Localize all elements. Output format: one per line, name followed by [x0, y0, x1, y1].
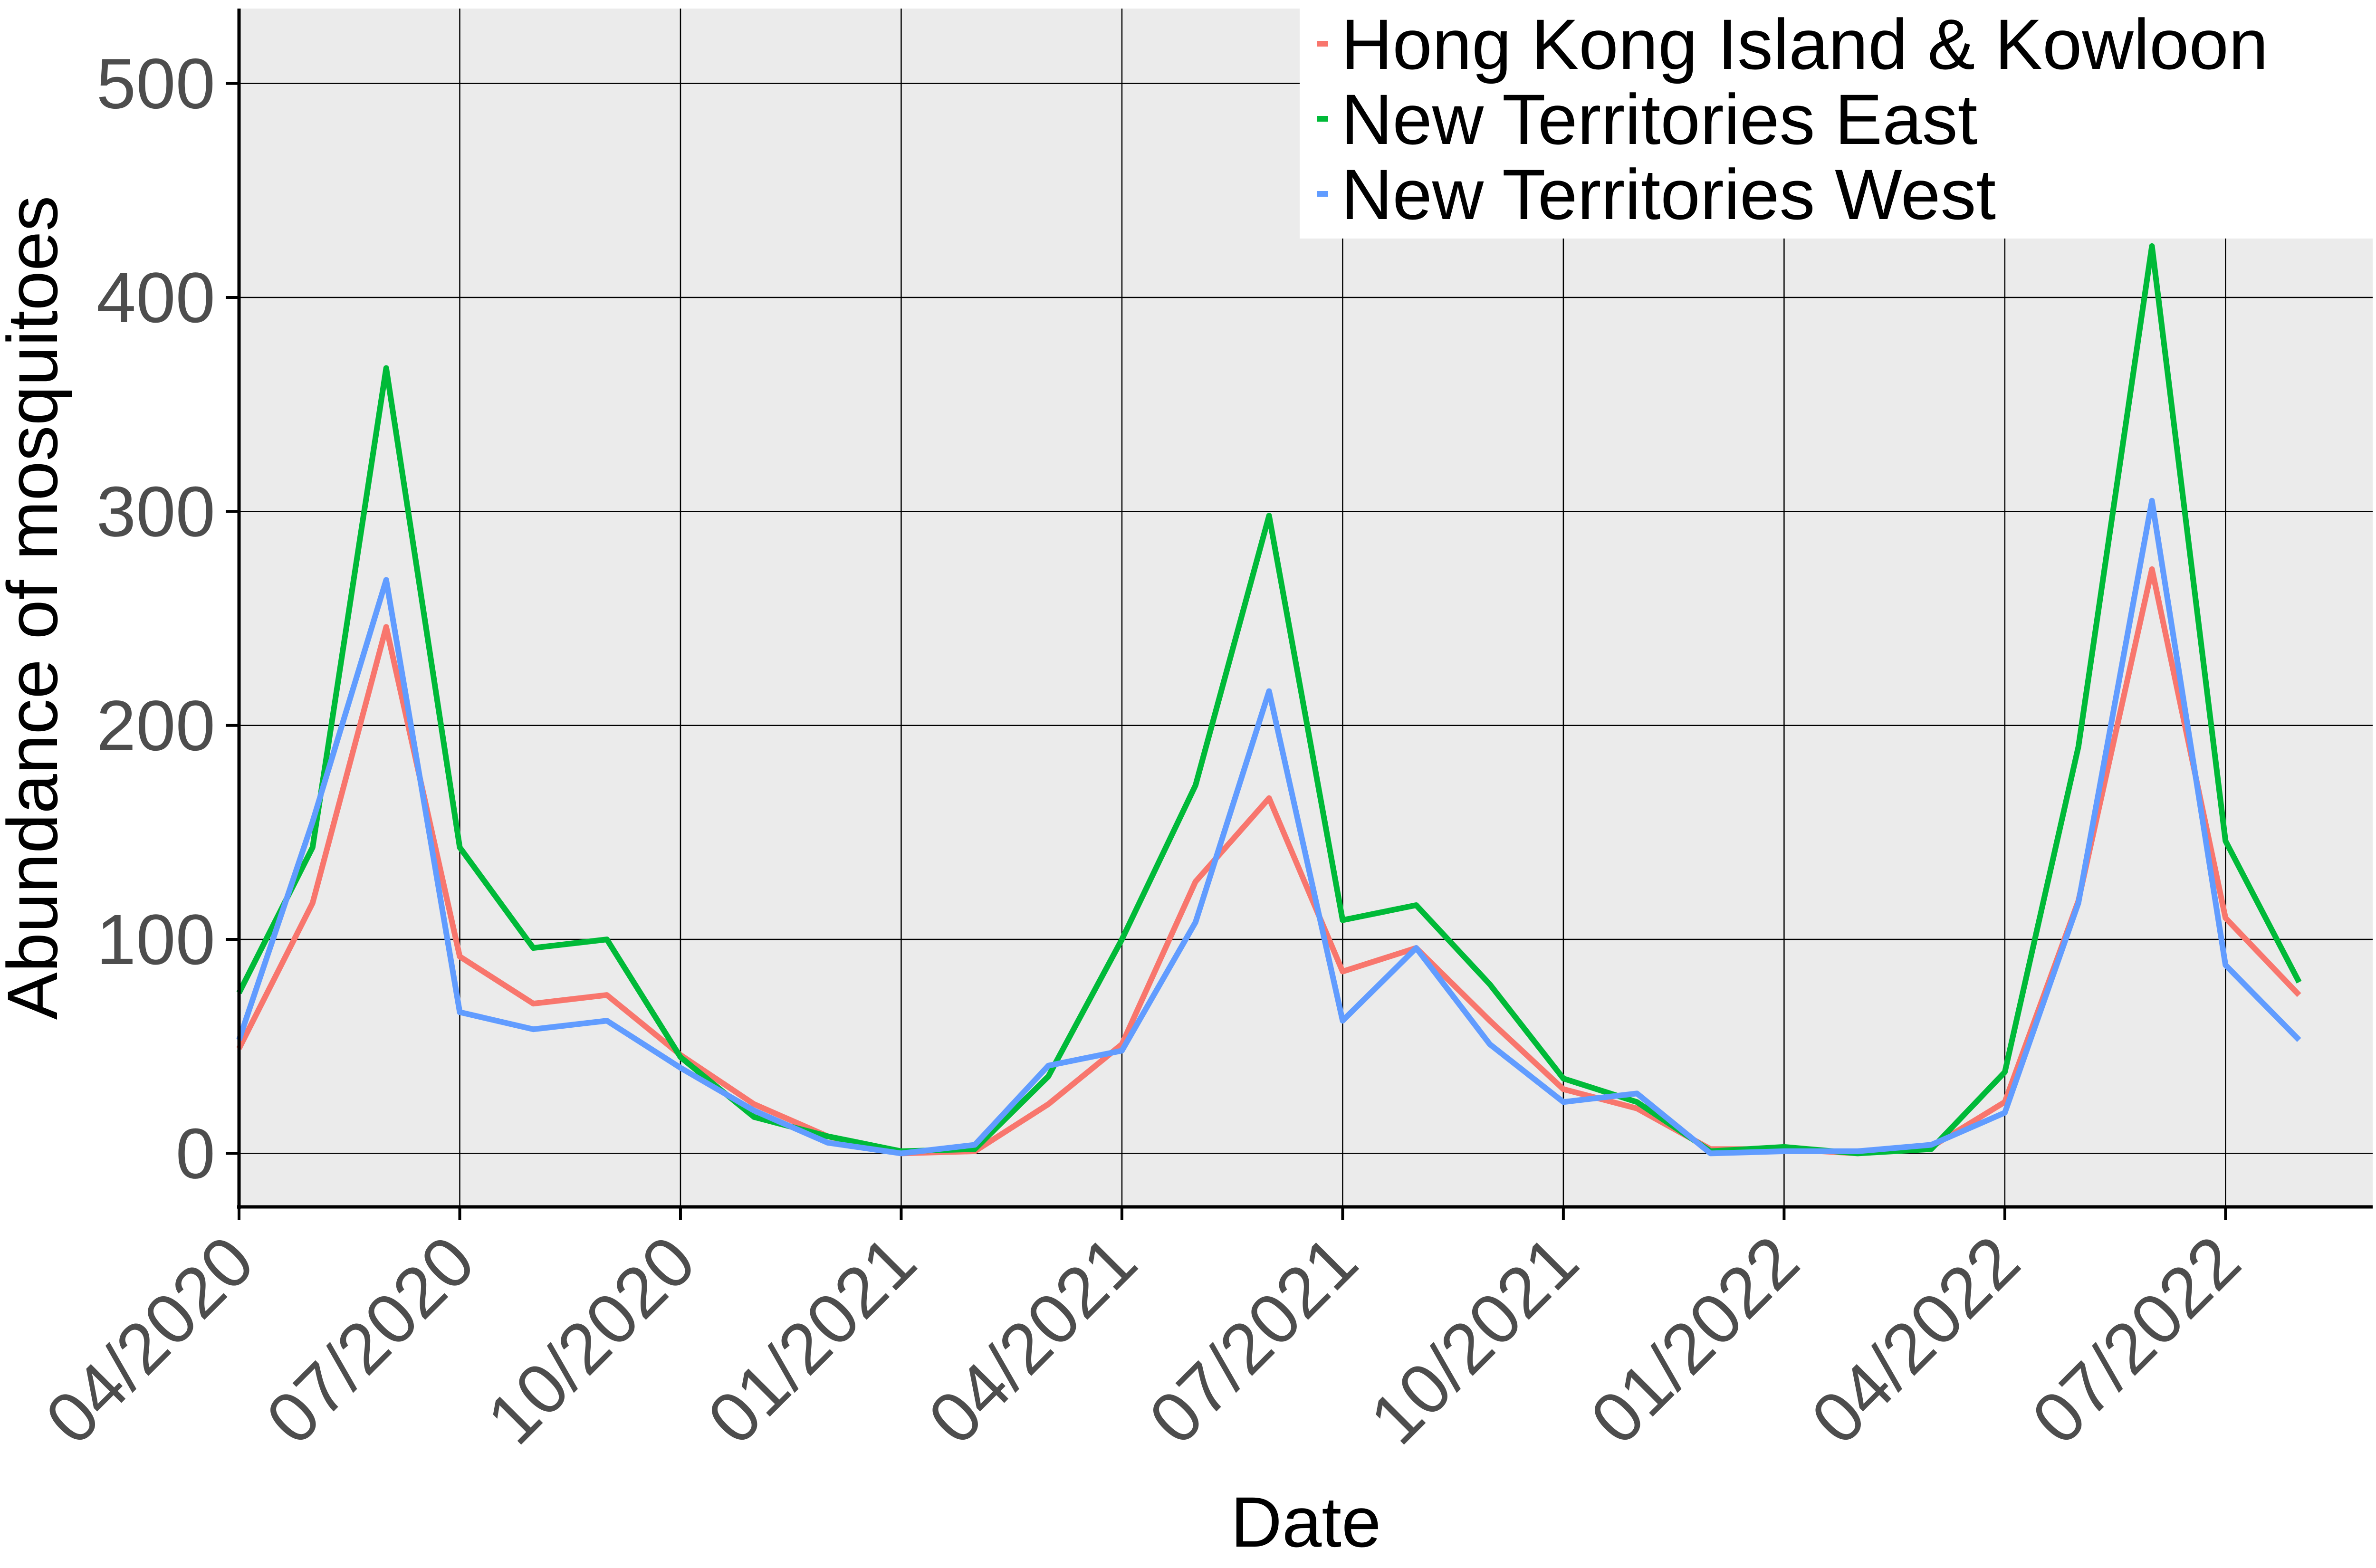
series-line-1: [236, 243, 2302, 1157]
x-tick-label-5: 07/2021: [1134, 1221, 1372, 1459]
x-tick-label-1: 07/2020: [251, 1221, 489, 1459]
series-lines: [236, 243, 2302, 1157]
y-tick-label-1: 100: [96, 899, 215, 979]
legend-box: [1300, 6, 2376, 239]
y-tick-label-0: 0: [176, 1113, 215, 1193]
y-tick-label-4: 400: [96, 258, 215, 337]
x-tick-label-4: 04/2021: [913, 1221, 1151, 1459]
x-tick-label-2: 10/2020: [471, 1221, 710, 1459]
legend-label-2: New Territories West: [1341, 154, 1996, 234]
y-tick-label-2: 200: [96, 686, 215, 765]
x-tick-label-6: 10/2021: [1354, 1221, 1593, 1459]
y-tick-label-5: 500: [96, 44, 215, 124]
y-axis-title: Abundance of mosquitoes: [0, 196, 72, 1020]
legend-label-1: New Territories East: [1341, 79, 1977, 159]
x-axis-title: Date: [1231, 1482, 1381, 1562]
x-tick-label-9: 07/2022: [2017, 1221, 2255, 1459]
series-line-2: [236, 497, 2301, 1157]
legend-label-0: Hong Kong Island & Kowloon: [1341, 4, 2268, 84]
x-tick-label-7: 01/2022: [1575, 1221, 1814, 1459]
y-tick-label-3: 300: [96, 471, 215, 551]
x-tick-label-8: 04/2022: [1796, 1221, 2034, 1459]
x-tick-label-0: 04/2020: [30, 1221, 268, 1459]
x-tick-label-3: 01/2021: [692, 1221, 931, 1459]
